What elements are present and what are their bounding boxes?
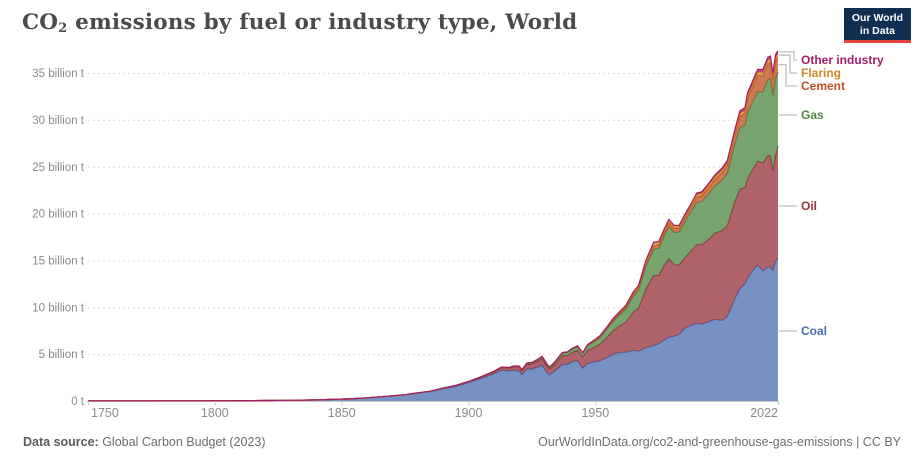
title-rest: emissions by fuel or industry type, Worl… xyxy=(67,10,578,35)
legend-label-gas[interactable]: Gas xyxy=(801,108,824,122)
title-formula-base: CO xyxy=(22,10,59,35)
y-axis-tick-label: 5 billion t xyxy=(39,349,85,361)
footer-credit[interactable]: OurWorldInData.org/co2-and-greenhouse-ga… xyxy=(538,435,901,449)
x-axis-tick-label: 1800 xyxy=(201,406,229,420)
y-axis-tick-label: 20 billion t xyxy=(32,209,85,221)
owid-logo-line1: Our World xyxy=(851,12,903,24)
legend-label-coal[interactable]: Coal xyxy=(801,324,828,338)
owid-logo-line2: in Data xyxy=(859,24,895,37)
legend-label-oil[interactable]: Oil xyxy=(801,199,818,213)
x-axis-tick-label: 1750 xyxy=(91,406,119,420)
owid-logo[interactable]: Our World in Data xyxy=(843,8,911,44)
leader-line-flaring xyxy=(779,54,797,74)
title-formula-subscript: 2 xyxy=(58,21,68,37)
x-axis-tick-label: 1900 xyxy=(455,406,483,420)
footer: Data source: Global Carbon Budget (2023)… xyxy=(0,429,923,456)
chart-title: CO2 emissions by fuel or industry type, … xyxy=(22,10,577,36)
x-axis-tick-label: 1950 xyxy=(581,406,609,420)
y-axis-tick-label: 35 billion t xyxy=(32,68,85,80)
data-source-value: Global Carbon Budget (2023) xyxy=(98,435,266,449)
y-axis-tick-label: 15 billion t xyxy=(32,255,85,267)
x-axis-tick-label: 2022 xyxy=(750,406,778,420)
x-axis-tick-label: 1850 xyxy=(328,406,356,420)
axis-ticks xyxy=(88,401,779,405)
plot-area[interactable] xyxy=(88,50,779,402)
data-source-label: Data source: xyxy=(23,435,99,449)
legend-label-flaring[interactable]: Flaring xyxy=(801,66,842,80)
legend-label-cement[interactable]: Cement xyxy=(801,79,846,93)
y-axis-tick-label: 25 billion t xyxy=(32,162,85,174)
y-axis-tick-label: 0 t xyxy=(71,396,85,408)
data-source: Data source: Global Carbon Budget (2023) xyxy=(23,435,266,449)
leader-line-other_industry xyxy=(779,51,797,61)
legend-label-other_industry[interactable]: Other industry xyxy=(801,53,884,67)
y-axis-tick-label: 10 billion t xyxy=(32,302,85,314)
y-axis-tick-label: 30 billion t xyxy=(32,115,85,127)
legend-leader-lines xyxy=(779,51,797,332)
leader-line-cement xyxy=(779,63,797,87)
